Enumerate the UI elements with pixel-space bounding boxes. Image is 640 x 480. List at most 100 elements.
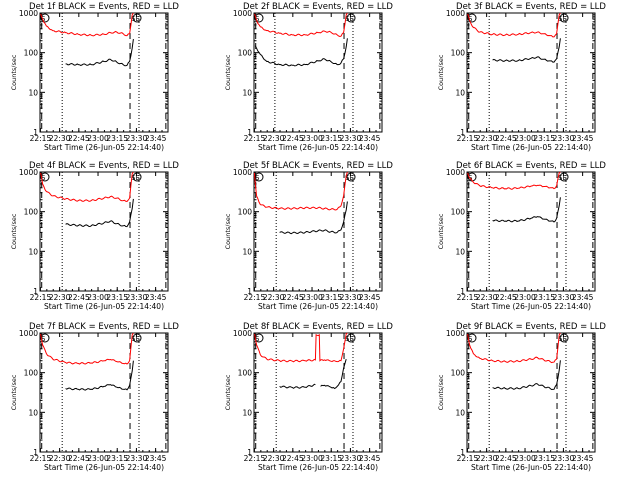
x-tick-label: 22:45 — [495, 134, 517, 143]
x-tick-label: 22:45 — [282, 134, 304, 143]
plot-panel: Det 8f BLACK = Events, RED = LLD 1 10 100 10… — [224, 322, 393, 472]
x-axis-label: Start Time (26-Jun-05 22:14:40) — [44, 463, 164, 472]
plot-frame — [253, 171, 383, 292]
end-marker-label: SE — [558, 174, 567, 182]
x-tick-label: 22:15 — [30, 293, 52, 302]
y-tick-label: 1000 — [233, 9, 252, 18]
start-marker-label: S — [468, 15, 473, 23]
y-tick-label: 100 — [24, 49, 39, 58]
x-tick-label: 23:00 — [514, 293, 536, 302]
x-tick-label: 23:15 — [320, 454, 342, 463]
x-tick-label: 23:15 — [533, 134, 555, 143]
x-tick-label: 22:45 — [495, 293, 517, 302]
events-series-line — [492, 360, 561, 391]
y-tick-label: 100 — [451, 369, 466, 378]
x-tick-label: 23:00 — [514, 134, 536, 143]
end-marker-circle — [346, 13, 356, 23]
x-axis-label: Start Time (26-Jun-05 22:14:40) — [44, 302, 164, 311]
plot-title: Det 8f BLACK = Events, RED = LLD — [243, 322, 393, 332]
y-tick-label: 1 — [33, 287, 38, 296]
y-axis-label: Counts/sec — [10, 374, 18, 410]
plot-panel: Det 1f BLACK = Events, RED = LLD 1 10 100 10… — [10, 2, 179, 152]
events-series-line — [279, 201, 348, 235]
plot-title: Det 4f BLACK = Events, RED = LLD — [29, 161, 179, 171]
y-tick-label: 10 — [455, 247, 465, 256]
x-tick-label: 23:00 — [301, 134, 323, 143]
plot-panel: Det 9f BLACK = Events, RED = LLD 1 10 100 10… — [437, 322, 606, 472]
x-tick-label: 22:45 — [68, 293, 90, 302]
end-marker-label: SE — [131, 335, 140, 343]
y-tick-label: 1000 — [19, 9, 38, 18]
start-marker-label: S — [255, 335, 260, 343]
plot-panel: Det 7f BLACK = Events, RED = LLD 1 10 100 10… — [10, 322, 179, 472]
x-tick-label: 23:30 — [126, 454, 148, 463]
y-tick-label: 10 — [28, 247, 38, 256]
x-tick-label: 22:15 — [244, 454, 266, 463]
lld-series-line — [254, 332, 348, 363]
x-tick-label: 23:45 — [145, 454, 167, 463]
x-tick-label: 22:15 — [457, 134, 479, 143]
start-marker-circle — [467, 13, 477, 23]
start-marker-label: S — [41, 335, 46, 343]
end-marker-circle — [559, 172, 569, 182]
x-tick-label: 22:45 — [68, 134, 90, 143]
y-tick-label: 1 — [460, 448, 465, 457]
end-marker-circle — [132, 333, 142, 343]
end-marker-circle — [132, 13, 142, 23]
end-marker-label: SE — [345, 174, 354, 182]
x-tick-label: 23:45 — [359, 134, 381, 143]
y-tick-label: 1 — [460, 287, 465, 296]
x-tick-label: 23:30 — [553, 454, 575, 463]
y-axis-label: Counts/sec — [224, 374, 232, 410]
x-tick-label: 23:45 — [572, 134, 594, 143]
end-marker-label: SE — [131, 15, 140, 23]
events-series-line — [65, 198, 134, 228]
y-tick-label: 1000 — [19, 329, 38, 338]
x-tick-label: 23:45 — [572, 293, 594, 302]
lld-series-line — [40, 332, 134, 365]
end-marker-circle — [559, 13, 569, 23]
plot-title: Det 5f BLACK = Events, RED = LLD — [243, 161, 393, 171]
x-tick-label: 22:45 — [282, 293, 304, 302]
x-tick-label: 23:00 — [514, 454, 536, 463]
x-tick-label: 23:45 — [145, 134, 167, 143]
x-tick-label: 22:15 — [244, 293, 266, 302]
x-axis-label: Start Time (26-Jun-05 22:14:40) — [258, 463, 378, 472]
plot-panel: Det 3f BLACK = Events, RED = LLD 1 10 100 10… — [437, 2, 606, 152]
y-tick-label: 100 — [238, 208, 253, 217]
lld-series-line — [40, 12, 134, 37]
y-axis-label: Counts/sec — [437, 213, 445, 249]
y-axis-label: Counts/sec — [10, 54, 18, 90]
lld-series-line — [40, 171, 134, 203]
lld-series-line — [467, 332, 561, 364]
lld-series-line — [467, 12, 561, 38]
plot-panel: Det 2f BLACK = Events, RED = LLD 1 10 100 10… — [224, 2, 393, 152]
start-marker-label: S — [255, 15, 260, 23]
plot-frame — [253, 332, 383, 453]
x-tick-label: 22:30 — [263, 134, 285, 143]
x-tick-label: 23:30 — [126, 293, 148, 302]
plot-frame — [39, 332, 169, 453]
y-tick-label: 1 — [247, 287, 252, 296]
x-tick-label: 22:15 — [457, 454, 479, 463]
x-tick-label: 23:00 — [87, 293, 109, 302]
y-tick-label: 1 — [33, 128, 38, 137]
y-tick-label: 1 — [247, 128, 252, 137]
plot-title: Det 7f BLACK = Events, RED = LLD — [29, 322, 179, 332]
x-tick-label: 23:15 — [106, 293, 128, 302]
end-marker-circle — [132, 172, 142, 182]
start-marker-label: S — [41, 15, 46, 23]
x-tick-label: 22:30 — [476, 293, 498, 302]
x-tick-label: 22:45 — [495, 454, 517, 463]
lld-series-line — [253, 171, 348, 211]
y-tick-label: 10 — [242, 88, 252, 97]
x-tick-label: 22:30 — [263, 293, 285, 302]
plot-title: Det 3f BLACK = Events, RED = LLD — [456, 2, 606, 12]
x-tick-label: 22:15 — [457, 293, 479, 302]
x-tick-label: 23:45 — [572, 454, 594, 463]
x-tick-label: 23:00 — [301, 293, 323, 302]
x-tick-label: 23:30 — [553, 293, 575, 302]
events-series-line — [254, 38, 348, 67]
events-series-line — [279, 358, 347, 390]
start-marker-circle — [40, 13, 50, 23]
